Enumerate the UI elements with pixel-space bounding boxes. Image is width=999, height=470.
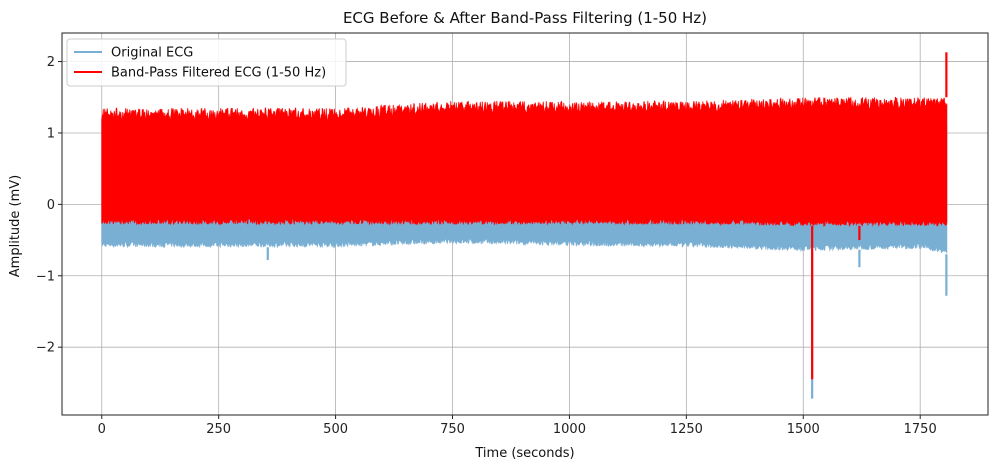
y-axis-title: Amplitude (mV) [8,175,23,277]
y-tick-label: 2 [47,55,55,70]
x-tick-label: 0 [98,422,106,437]
plot-frame [61,32,989,416]
ticks-layer: 0 250 500 750 1000 1250 1500 1750 −2 −1 0 1 2 [36,55,937,437]
legend: Original ECG Band-Pass Filtered ECG (1-5… [66,38,347,87]
legend-label-filtered: Band-Pass Filtered ECG (1-50 Hz) [111,66,326,81]
legend-label-original: Original ECG [111,46,193,61]
x-tick-label: 1750 [904,422,937,437]
chart-title: ECG Before & After Band-Pass Filtering (… [343,9,707,27]
y-tick-label: −2 [36,341,55,356]
y-tick-label: 0 [47,198,55,213]
y-tick-label: −1 [36,269,55,284]
y-tick-label: 1 [47,126,55,141]
x-tick-label: 1500 [787,422,820,437]
x-axis-title: Time (seconds) [474,446,574,461]
x-tick-label: 1000 [553,422,586,437]
series-layer [101,52,948,399]
x-tick-label: 500 [323,422,348,437]
x-tick-label: 1250 [670,422,703,437]
x-tick-label: 750 [440,422,465,437]
x-tick-label: 250 [206,422,231,437]
filtered-ecg-signal [101,96,948,228]
legend-box [66,38,347,87]
